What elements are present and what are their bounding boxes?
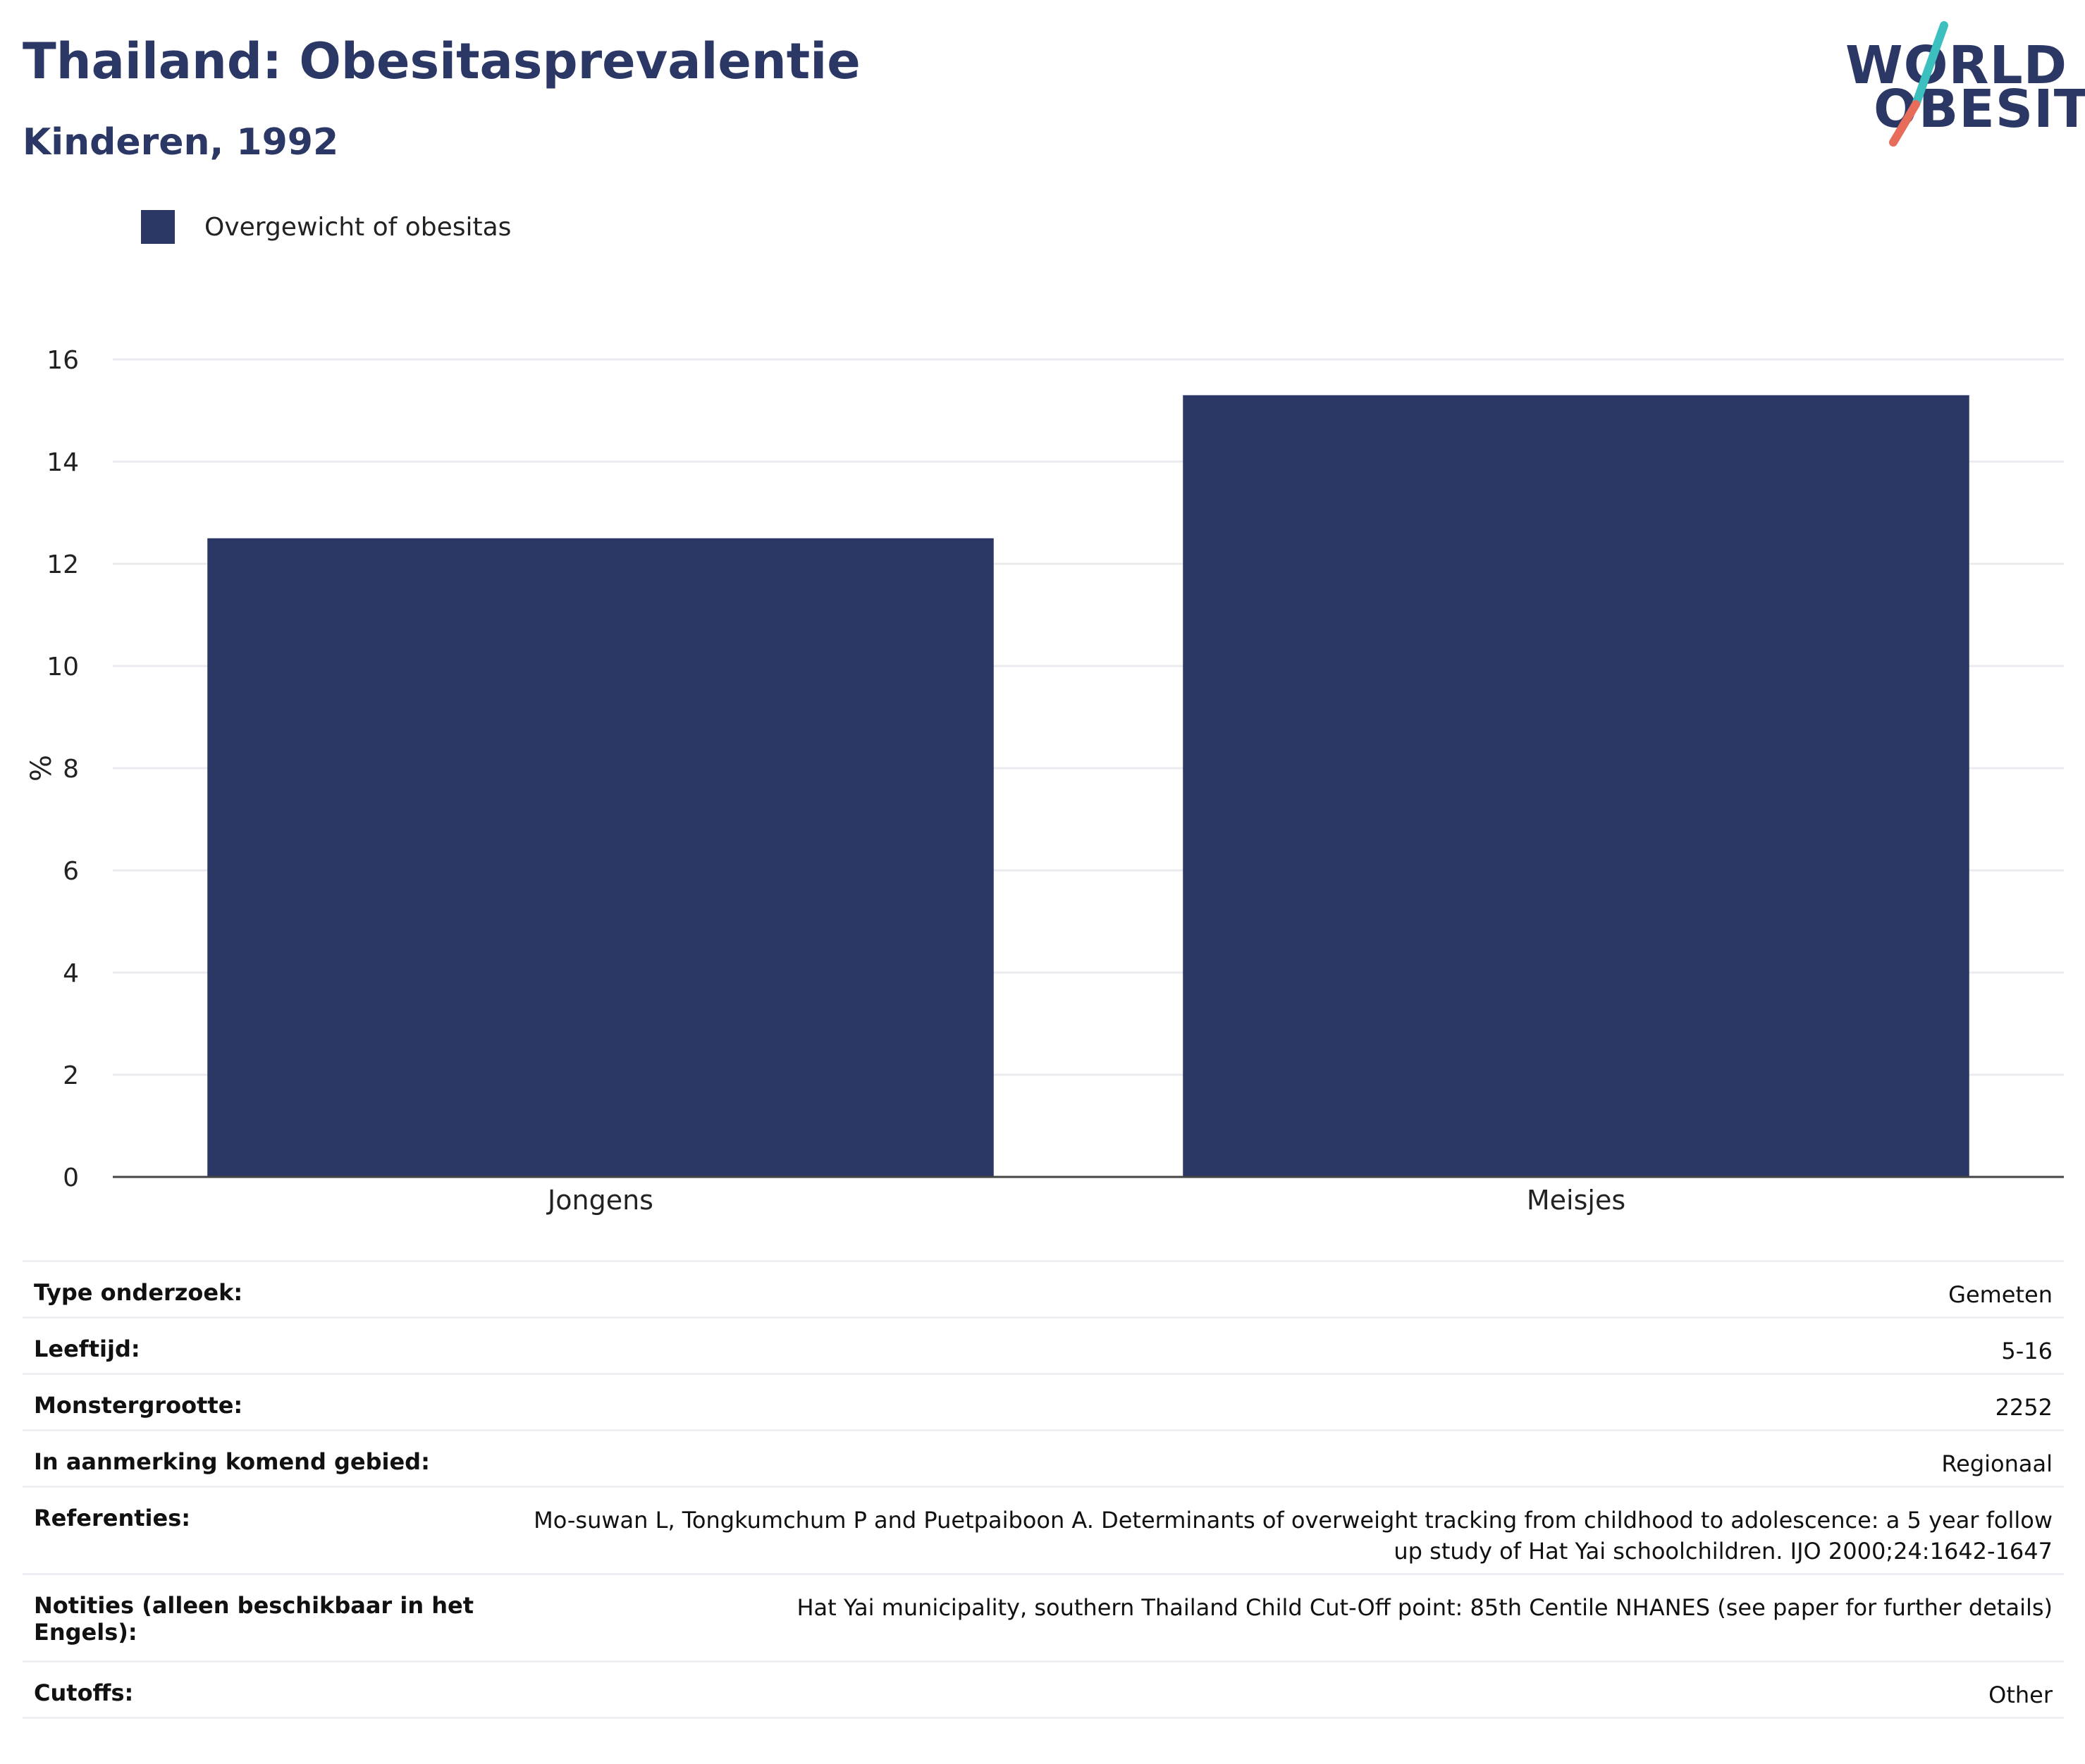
info-row: In aanmerking komend gebied: Regionaal (23, 1429, 2064, 1487)
info-row: Cutoffs: Other (23, 1660, 2064, 1719)
y-tick-label: 10 (47, 653, 79, 681)
bar-meisjes (1183, 395, 1969, 1177)
legend-label: Overgewicht of obesitas (204, 212, 512, 242)
info-row: Leeftijd: 5-16 (23, 1316, 2064, 1374)
info-row: Monstergrootte: 2252 (23, 1373, 2064, 1431)
info-row: Type onderzoek: Gemeten (23, 1260, 2064, 1318)
y-tick-label: 0 (63, 1164, 79, 1192)
y-tick-label: 8 (63, 755, 79, 784)
info-table: Type onderzoek: Gemeten Leeftijd: 5-16 Monst… (23, 1260, 2064, 1719)
y-tick-label: 14 (47, 448, 79, 477)
chart-title: Thailand: Obesitasprevalentie (23, 32, 861, 90)
bar-chart: 0 2 4 6 8 10 12 14 16% Jongens Meisjes (25, 346, 2064, 1216)
info-label: Cutoffs: (23, 1660, 496, 1719)
info-value: Gemeten (496, 1260, 2064, 1318)
y-tick-label: 12 (47, 550, 79, 579)
info-value: Regionaal (496, 1429, 2064, 1487)
legend-swatch (141, 210, 175, 244)
logo-slash-icon (1889, 21, 1948, 147)
chart-subtitle: Kinderen, 1992 (23, 121, 339, 164)
y-tick-label: 2 (63, 1061, 79, 1090)
info-value: 2252 (496, 1373, 2064, 1431)
legend: Overgewicht of obesitas (141, 210, 511, 244)
logo-line-1: WORLD (1845, 35, 2068, 96)
y-tick-label: 4 (63, 959, 79, 988)
info-value: Mo-suwan L, Tongkumchum P and Puetpaiboo… (496, 1486, 2064, 1574)
world-obesity-logo: WORLD OBESITY (1840, 21, 2085, 148)
y-tick-label: 16 (47, 346, 79, 375)
y-tick-label: 6 (63, 857, 79, 886)
info-value: Hat Yai municipality, southern Thailand … (496, 1573, 2064, 1662)
info-label: Type onderzoek: (23, 1260, 496, 1318)
x-tick-label: Jongens (546, 1185, 653, 1216)
info-label: In aanmerking komend gebied: (23, 1429, 496, 1487)
info-label: Leeftijd: (23, 1316, 496, 1374)
bar-jongens (207, 538, 994, 1177)
info-label: Monstergrootte: (23, 1373, 496, 1431)
info-row: Referenties: Mo-suwan L, Tongkumchum P an… (23, 1486, 2064, 1574)
info-value: Other (496, 1660, 2064, 1719)
y-axis-label: % (25, 755, 58, 782)
info-label: Referenties: (23, 1486, 496, 1574)
info-label: Notities (alleen beschikbaar in het Enge… (23, 1573, 496, 1662)
x-tick-label: Meisjes (1527, 1185, 1625, 1216)
info-value: 5-16 (496, 1316, 2064, 1374)
info-row: Notities (alleen beschikbaar in het Enge… (23, 1573, 2064, 1662)
